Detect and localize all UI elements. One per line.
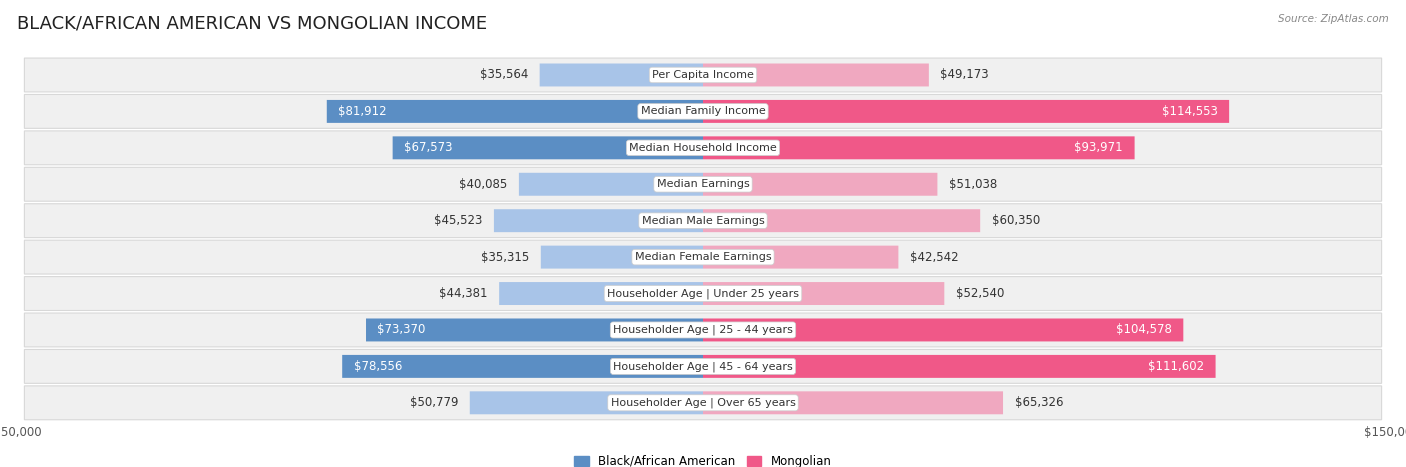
FancyBboxPatch shape	[24, 167, 1382, 201]
Text: $111,602: $111,602	[1147, 360, 1204, 373]
Text: $50,779: $50,779	[409, 396, 458, 409]
FancyBboxPatch shape	[24, 313, 1382, 347]
FancyBboxPatch shape	[24, 349, 1382, 383]
FancyBboxPatch shape	[24, 131, 1382, 165]
Text: $150,000: $150,000	[0, 426, 42, 439]
FancyBboxPatch shape	[703, 391, 1002, 414]
Text: $40,085: $40,085	[460, 178, 508, 191]
Text: $42,542: $42,542	[910, 251, 959, 263]
Text: $35,564: $35,564	[479, 69, 529, 81]
FancyBboxPatch shape	[703, 100, 1229, 123]
Text: $45,523: $45,523	[434, 214, 482, 227]
FancyBboxPatch shape	[366, 318, 703, 341]
FancyBboxPatch shape	[703, 282, 945, 305]
Text: $150,000: $150,000	[1364, 426, 1406, 439]
Text: $49,173: $49,173	[941, 69, 988, 81]
FancyBboxPatch shape	[24, 276, 1382, 311]
Text: $35,315: $35,315	[481, 251, 529, 263]
FancyBboxPatch shape	[470, 391, 703, 414]
FancyBboxPatch shape	[24, 240, 1382, 274]
FancyBboxPatch shape	[24, 204, 1382, 238]
Text: $51,038: $51,038	[949, 178, 997, 191]
FancyBboxPatch shape	[540, 64, 703, 86]
Text: $52,540: $52,540	[956, 287, 1004, 300]
Text: $93,971: $93,971	[1074, 142, 1123, 154]
FancyBboxPatch shape	[541, 246, 703, 269]
Text: Source: ZipAtlas.com: Source: ZipAtlas.com	[1278, 14, 1389, 24]
Text: $78,556: $78,556	[354, 360, 402, 373]
FancyBboxPatch shape	[24, 58, 1382, 92]
Text: Householder Age | 45 - 64 years: Householder Age | 45 - 64 years	[613, 361, 793, 372]
FancyBboxPatch shape	[703, 209, 980, 232]
FancyBboxPatch shape	[24, 94, 1382, 128]
FancyBboxPatch shape	[519, 173, 703, 196]
FancyBboxPatch shape	[703, 318, 1184, 341]
FancyBboxPatch shape	[392, 136, 703, 159]
Text: Median Family Income: Median Family Income	[641, 106, 765, 116]
Text: Median Earnings: Median Earnings	[657, 179, 749, 189]
FancyBboxPatch shape	[703, 246, 898, 269]
Text: Median Household Income: Median Household Income	[628, 143, 778, 153]
Text: Median Male Earnings: Median Male Earnings	[641, 216, 765, 226]
Text: $60,350: $60,350	[991, 214, 1040, 227]
Text: Householder Age | 25 - 44 years: Householder Age | 25 - 44 years	[613, 325, 793, 335]
Text: $67,573: $67,573	[404, 142, 453, 154]
Legend: Black/African American, Mongolian: Black/African American, Mongolian	[569, 450, 837, 467]
Text: Median Female Earnings: Median Female Earnings	[634, 252, 772, 262]
Text: Per Capita Income: Per Capita Income	[652, 70, 754, 80]
FancyBboxPatch shape	[703, 136, 1135, 159]
Text: BLACK/AFRICAN AMERICAN VS MONGOLIAN INCOME: BLACK/AFRICAN AMERICAN VS MONGOLIAN INCO…	[17, 14, 486, 32]
FancyBboxPatch shape	[703, 64, 929, 86]
FancyBboxPatch shape	[24, 386, 1382, 420]
Text: Householder Age | Under 25 years: Householder Age | Under 25 years	[607, 288, 799, 299]
Text: $65,326: $65,326	[1015, 396, 1063, 409]
Text: $114,553: $114,553	[1161, 105, 1218, 118]
Text: Householder Age | Over 65 years: Householder Age | Over 65 years	[610, 397, 796, 408]
FancyBboxPatch shape	[326, 100, 703, 123]
Text: $81,912: $81,912	[339, 105, 387, 118]
FancyBboxPatch shape	[342, 355, 703, 378]
FancyBboxPatch shape	[494, 209, 703, 232]
Text: $104,578: $104,578	[1116, 324, 1171, 336]
FancyBboxPatch shape	[499, 282, 703, 305]
FancyBboxPatch shape	[703, 355, 1216, 378]
Text: $73,370: $73,370	[377, 324, 426, 336]
FancyBboxPatch shape	[703, 173, 938, 196]
Text: $44,381: $44,381	[439, 287, 488, 300]
